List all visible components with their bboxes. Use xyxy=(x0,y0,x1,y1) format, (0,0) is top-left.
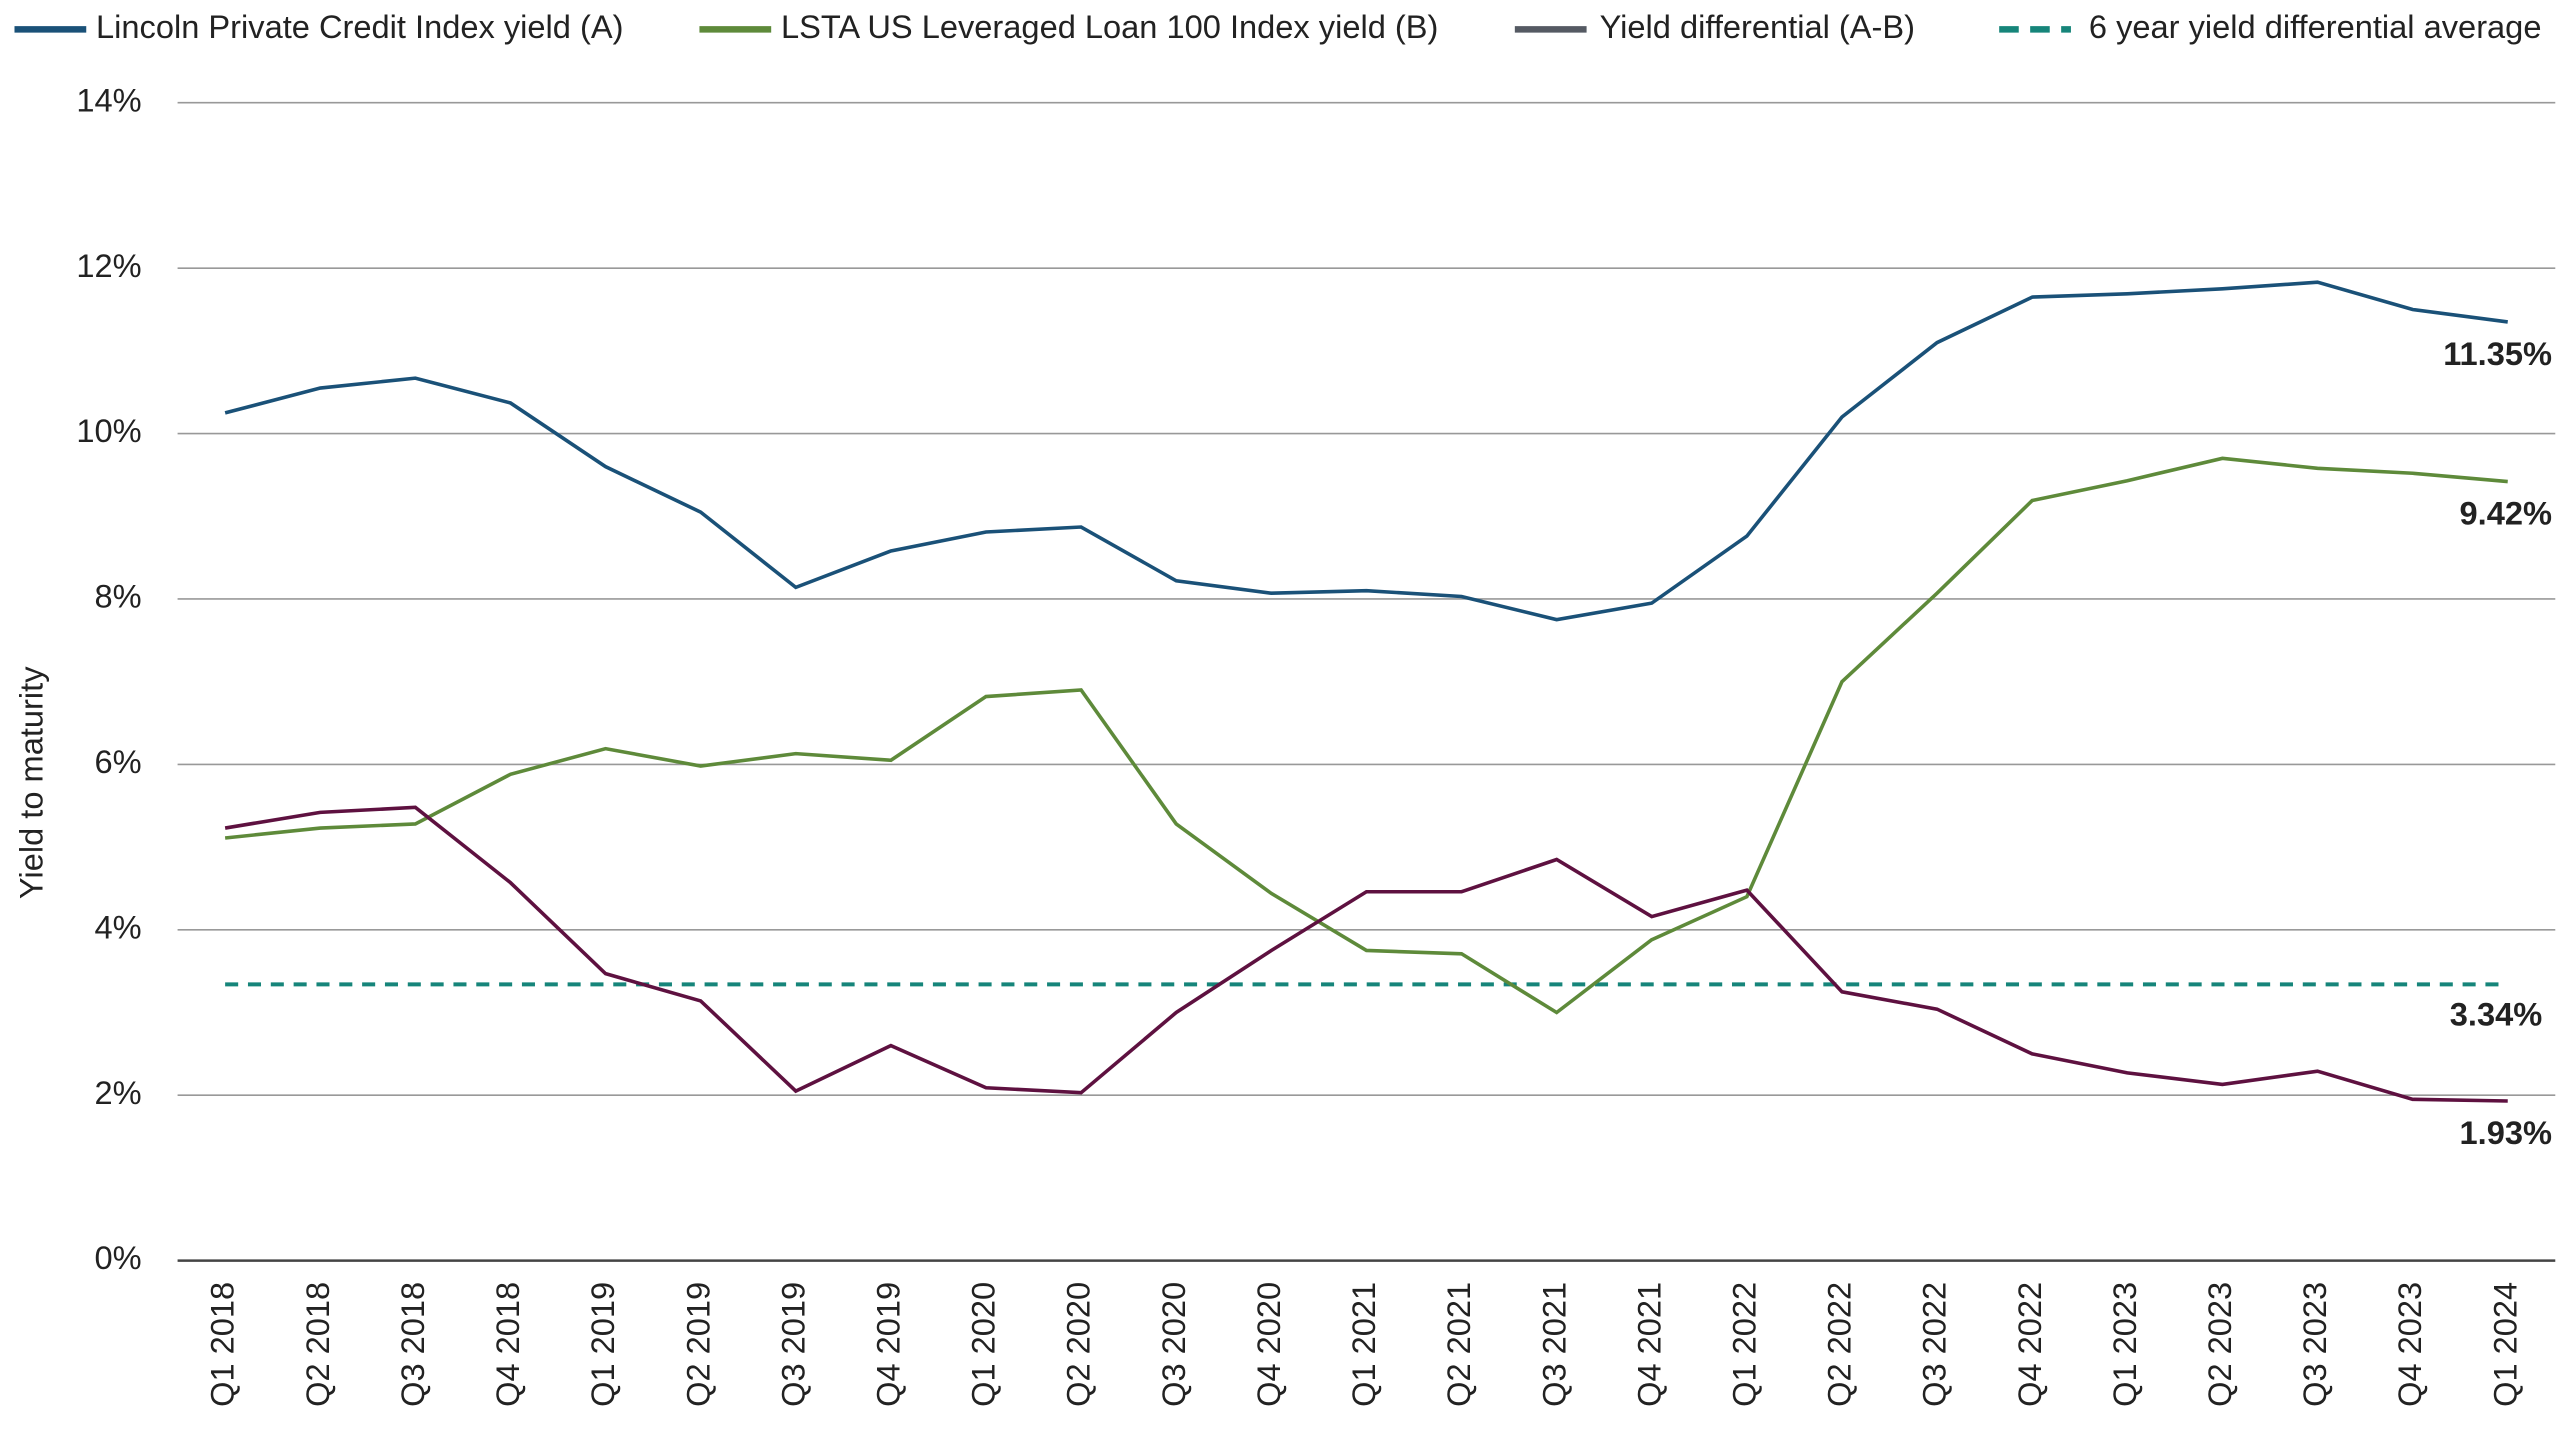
y-tick-label: 14% xyxy=(76,81,141,118)
x-tick-label: Q3 2020 xyxy=(1155,1282,1192,1407)
x-tick-label: Q3 2023 xyxy=(2296,1282,2333,1407)
x-tick-label: Q4 2023 xyxy=(2391,1282,2428,1407)
y-tick-label: 8% xyxy=(95,578,142,615)
x-tick-label: Q1 2020 xyxy=(965,1282,1002,1407)
x-tick-label: Q1 2019 xyxy=(584,1282,621,1407)
x-tick-label: Q1 2021 xyxy=(1345,1282,1382,1407)
x-tick-label: Q4 2022 xyxy=(2011,1282,2048,1407)
x-tick-label: Q1 2023 xyxy=(2106,1282,2143,1407)
x-tick-label: Q1 2024 xyxy=(2486,1282,2523,1407)
value-label: 11.35% xyxy=(2443,335,2552,372)
value-label: 1.93% xyxy=(2460,1114,2552,1151)
y-tick-label: 12% xyxy=(76,247,141,284)
x-tick-label: Q2 2023 xyxy=(2201,1282,2238,1407)
y-tick-label: 4% xyxy=(95,908,142,945)
x-tick-label: Q2 2018 xyxy=(299,1282,336,1407)
y-tick-label: 10% xyxy=(76,412,141,449)
x-tick-label: Q4 2021 xyxy=(1630,1282,1667,1407)
x-tick-label: Q2 2021 xyxy=(1440,1282,1477,1407)
y-axis-label: Yield to maturity xyxy=(13,666,50,899)
y-tick-label: 2% xyxy=(95,1074,142,1111)
x-tick-label: Q2 2019 xyxy=(679,1282,716,1407)
x-tick-label: Q4 2020 xyxy=(1250,1282,1287,1407)
y-tick-label: 0% xyxy=(95,1239,142,1276)
x-tick-label: Q1 2022 xyxy=(1725,1282,1762,1407)
legend-label: Lincoln Private Credit Index yield (A) xyxy=(96,8,623,45)
series-line xyxy=(224,805,2508,1103)
average-label: 3.34% xyxy=(2450,996,2542,1033)
x-tick-label: Q3 2018 xyxy=(394,1282,431,1407)
series-line xyxy=(224,280,2508,622)
legend-label: 6 year yield differential average xyxy=(2089,8,2542,45)
x-tick-label: Q4 2019 xyxy=(869,1282,906,1407)
x-tick-label: Q3 2021 xyxy=(1535,1282,1572,1407)
x-tick-label: Q1 2018 xyxy=(204,1282,241,1407)
legend-label: LSTA US Leveraged Loan 100 Index yield (… xyxy=(781,8,1438,45)
series-line xyxy=(224,456,2508,1015)
x-tick-label: Q4 2018 xyxy=(489,1282,526,1407)
value-label: 9.42% xyxy=(2460,494,2552,531)
x-tick-label: Q2 2020 xyxy=(1060,1282,1097,1407)
x-tick-label: Q3 2022 xyxy=(1916,1282,1953,1407)
x-tick-label: Q2 2022 xyxy=(1821,1282,1858,1407)
x-tick-label: Q3 2019 xyxy=(774,1282,811,1407)
y-tick-label: 6% xyxy=(95,743,142,780)
legend-label: Yield differential (A-B) xyxy=(1600,8,1915,45)
